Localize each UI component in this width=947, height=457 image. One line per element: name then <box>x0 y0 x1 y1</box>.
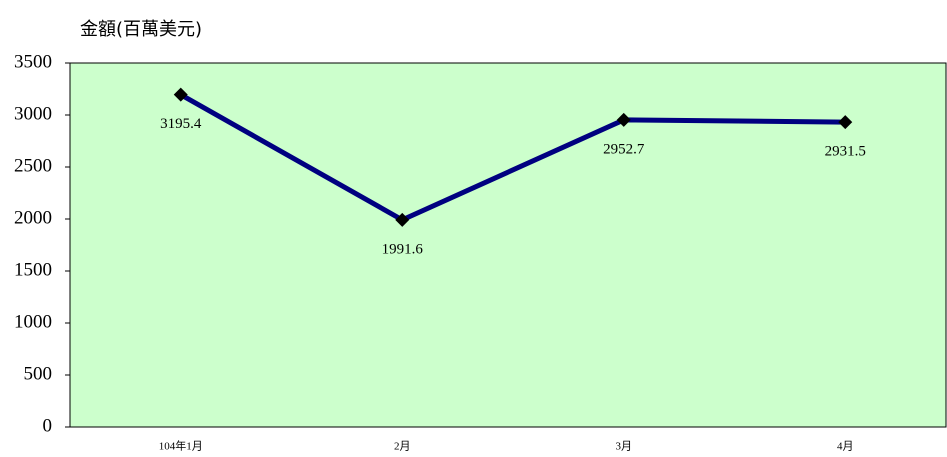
marker <box>838 115 853 130</box>
y-tick-label: 0 <box>43 415 53 436</box>
data-label: 2931.5 <box>825 144 866 160</box>
y-tick-label: 3000 <box>14 103 52 124</box>
x-tick-label: 4月 <box>837 441 854 452</box>
y-axis-label: 金額(百萬美元) <box>80 19 202 40</box>
x-tick-label: 104年1月 <box>159 439 203 452</box>
y-tick-label: 3500 <box>14 51 52 72</box>
x-tick-label: 3月 <box>616 441 633 452</box>
y-tick-label: 1000 <box>14 311 52 332</box>
data-label: 3195.4 <box>160 116 202 132</box>
data-label: 2952.7 <box>603 141 645 157</box>
x-tick-label: 2月 <box>394 441 411 452</box>
marker <box>173 87 188 102</box>
marker <box>395 212 410 227</box>
data-label: 1991.6 <box>382 241 424 257</box>
line <box>179 92 846 223</box>
marker <box>616 112 631 127</box>
y-tick-label: 500 <box>24 363 53 384</box>
y-tick-label: 1500 <box>14 259 52 280</box>
y-tick-label: 2500 <box>14 155 52 176</box>
plot-area <box>69 62 947 428</box>
y-tick-label: 2000 <box>14 207 52 228</box>
